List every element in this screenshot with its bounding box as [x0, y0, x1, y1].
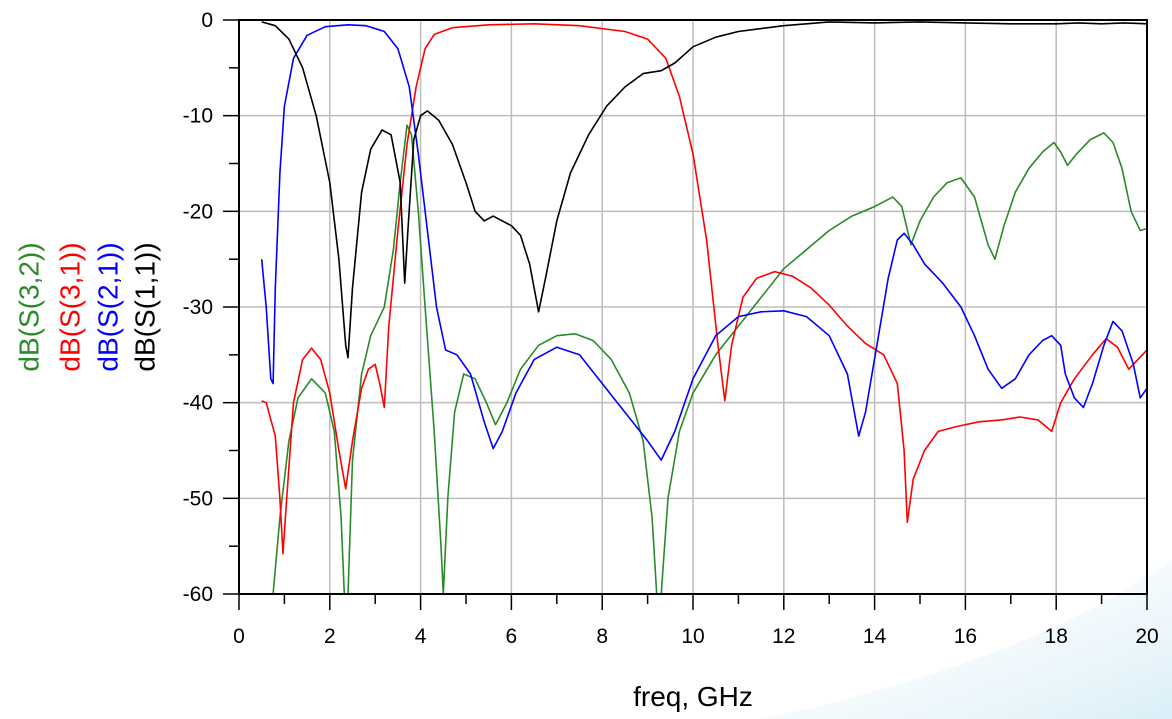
legend-label-3: dB(S(2,1)): [92, 242, 123, 371]
legend-label-4: dB(S(1,1)): [129, 242, 160, 371]
x-tick-label: 8: [596, 625, 608, 648]
x-tick-label: 14: [863, 625, 887, 648]
x-tick-label: 20: [1135, 625, 1158, 648]
x-axis-label: freq, GHz: [633, 681, 753, 712]
y-tick-label: -30: [183, 296, 213, 319]
y-tick-label: -50: [183, 487, 213, 510]
series-line-3: [260, 24, 1148, 461]
x-tick-label: 12: [772, 625, 795, 648]
series-lines: [260, 21, 1148, 595]
x-tick-label: 6: [506, 625, 518, 648]
y-tick-label: -10: [183, 105, 213, 128]
x-tick-label: 0: [233, 625, 245, 648]
series-line-1: [272, 124, 1148, 595]
x-tick-label: 10: [681, 625, 704, 648]
tick-labels: 0 2 4 6 8 10 12 14 16 18 20 0 -10 -20 -30 -40 -50 -60: [183, 9, 1159, 648]
legend-label-2: dB(S(3,1)): [54, 242, 85, 371]
y-tick-label: -20: [183, 200, 213, 223]
grid: [239, 20, 1147, 594]
plot-frame: [238, 19, 1148, 595]
x-tick-label: 18: [1045, 625, 1068, 648]
series-line-4: [261, 21, 1148, 359]
y-tick-label: 0: [201, 9, 213, 32]
x-tick-label: 4: [415, 625, 427, 648]
legend-label-1: dB(S(3,2)): [13, 242, 44, 371]
x-tick-label: 2: [324, 625, 336, 648]
legend: dB(S(3,2)) dB(S(3,1)) dB(S(2,1)) dB(S(1,1)): [13, 242, 160, 371]
background-decoration: [760, 560, 1172, 719]
axis-ticks: [223, 19, 1148, 610]
y-tick-label: -60: [183, 583, 213, 606]
y-tick-label: -40: [183, 392, 213, 415]
x-tick-label: 16: [954, 625, 977, 648]
series-line-2: [261, 23, 1148, 555]
